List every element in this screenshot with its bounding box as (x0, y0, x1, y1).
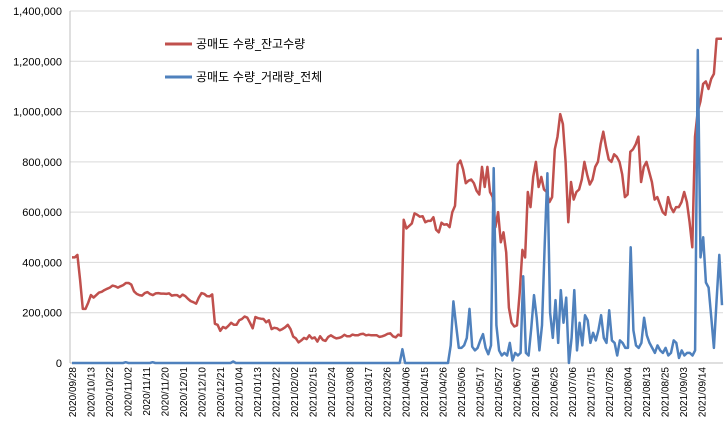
x-tick-label: 2021/07/06 (568, 367, 579, 417)
x-tick-label: 2021/04/15 (420, 367, 431, 417)
x-tick-label: 2021/08/13 (642, 367, 653, 417)
x-tick-label: 2021/05/17 (475, 367, 486, 417)
x-tick-label: 2020/11/20 (161, 367, 172, 417)
x-tick-label: 2021/04/06 (401, 367, 412, 417)
series-lines (72, 37, 724, 365)
gridlines (69, 10, 723, 364)
x-tick-label: 2021/06/25 (549, 367, 560, 417)
x-tick-label: 2021/09/14 (698, 367, 709, 417)
x-tick-label: 2021/09/03 (679, 367, 690, 417)
y-axis-tick-labels: 0 200,000 400,000 600,000 800,000 1,000,000 1,… (13, 6, 62, 370)
series-line-stock-balance (72, 37, 722, 344)
x-tick-label: 2020/10/22 (105, 367, 116, 417)
y-tick-label: 200,000 (22, 308, 62, 320)
x-tick-label: 2021/03/26 (383, 367, 394, 417)
x-tick-label: 2021/07/26 (605, 367, 616, 417)
x-tick-label: 2021/02/24 (327, 367, 338, 417)
x-tick-label: 2020/09/28 (68, 367, 79, 417)
y-tick-label: 600,000 (22, 207, 62, 219)
x-tick-label: 2021/07/15 (586, 367, 597, 417)
y-tick-label: 1,000,000 (13, 107, 62, 119)
x-tick-label: 2021/06/16 (531, 367, 542, 417)
x-tick-label: 2021/01/13 (253, 367, 264, 417)
x-tick-label: 2021/03/17 (364, 367, 375, 417)
y-tick-label: 1,200,000 (13, 56, 62, 68)
x-tick-label: 2021/08/25 (661, 367, 672, 417)
y-tick-label: 400,000 (22, 257, 62, 269)
x-tick-label: 2021/01/04 (235, 367, 246, 417)
x-tick-label: 2021/04/26 (438, 367, 449, 417)
x-tick-label: 2020/10/13 (87, 367, 98, 417)
legend-item-trading-volume: 공매도 수량_거래량_전체 (165, 70, 322, 84)
series-line-trading-volume (72, 48, 724, 365)
legend-label-stock-balance: 공매도 수량_잔고수량 (196, 37, 305, 51)
x-tick-label: 2021/02/02 (290, 367, 301, 417)
x-tick-label: 2020/12/01 (179, 367, 190, 417)
legend: 공매도 수량_잔고수량 공매도 수량_거래량_전체 (165, 37, 322, 84)
x-tick-label: 2020/11/11 (142, 367, 153, 416)
y-tick-label: 800,000 (22, 157, 62, 169)
x-tick-label: 2021/03/08 (346, 367, 357, 417)
x-tick-label: 2020/12/21 (216, 367, 227, 417)
legend-label-trading-volume: 공매도 수량_거래량_전체 (196, 70, 322, 84)
x-tick-label: 2020/11/02 (124, 367, 135, 417)
x-tick-label: 2020/12/10 (198, 367, 209, 417)
x-tick-label: 2021/05/27 (494, 367, 505, 417)
y-tick-label: 1,400,000 (13, 6, 62, 18)
y-tick-label: 0 (56, 358, 62, 370)
legend-item-stock-balance: 공매도 수량_잔고수량 (165, 37, 305, 51)
x-axis-tick-labels: 2020/09/28 2020/10/13 2020/10/22 2020/11/02… (68, 367, 709, 417)
x-tick-label: 2021/08/04 (623, 367, 634, 417)
x-tick-label: 2021/05/06 (457, 367, 468, 417)
x-tick-label: 2021/02/15 (309, 367, 320, 417)
x-tick-label: 2021/06/07 (512, 367, 523, 417)
x-tick-label: 2021/01/22 (272, 367, 283, 417)
